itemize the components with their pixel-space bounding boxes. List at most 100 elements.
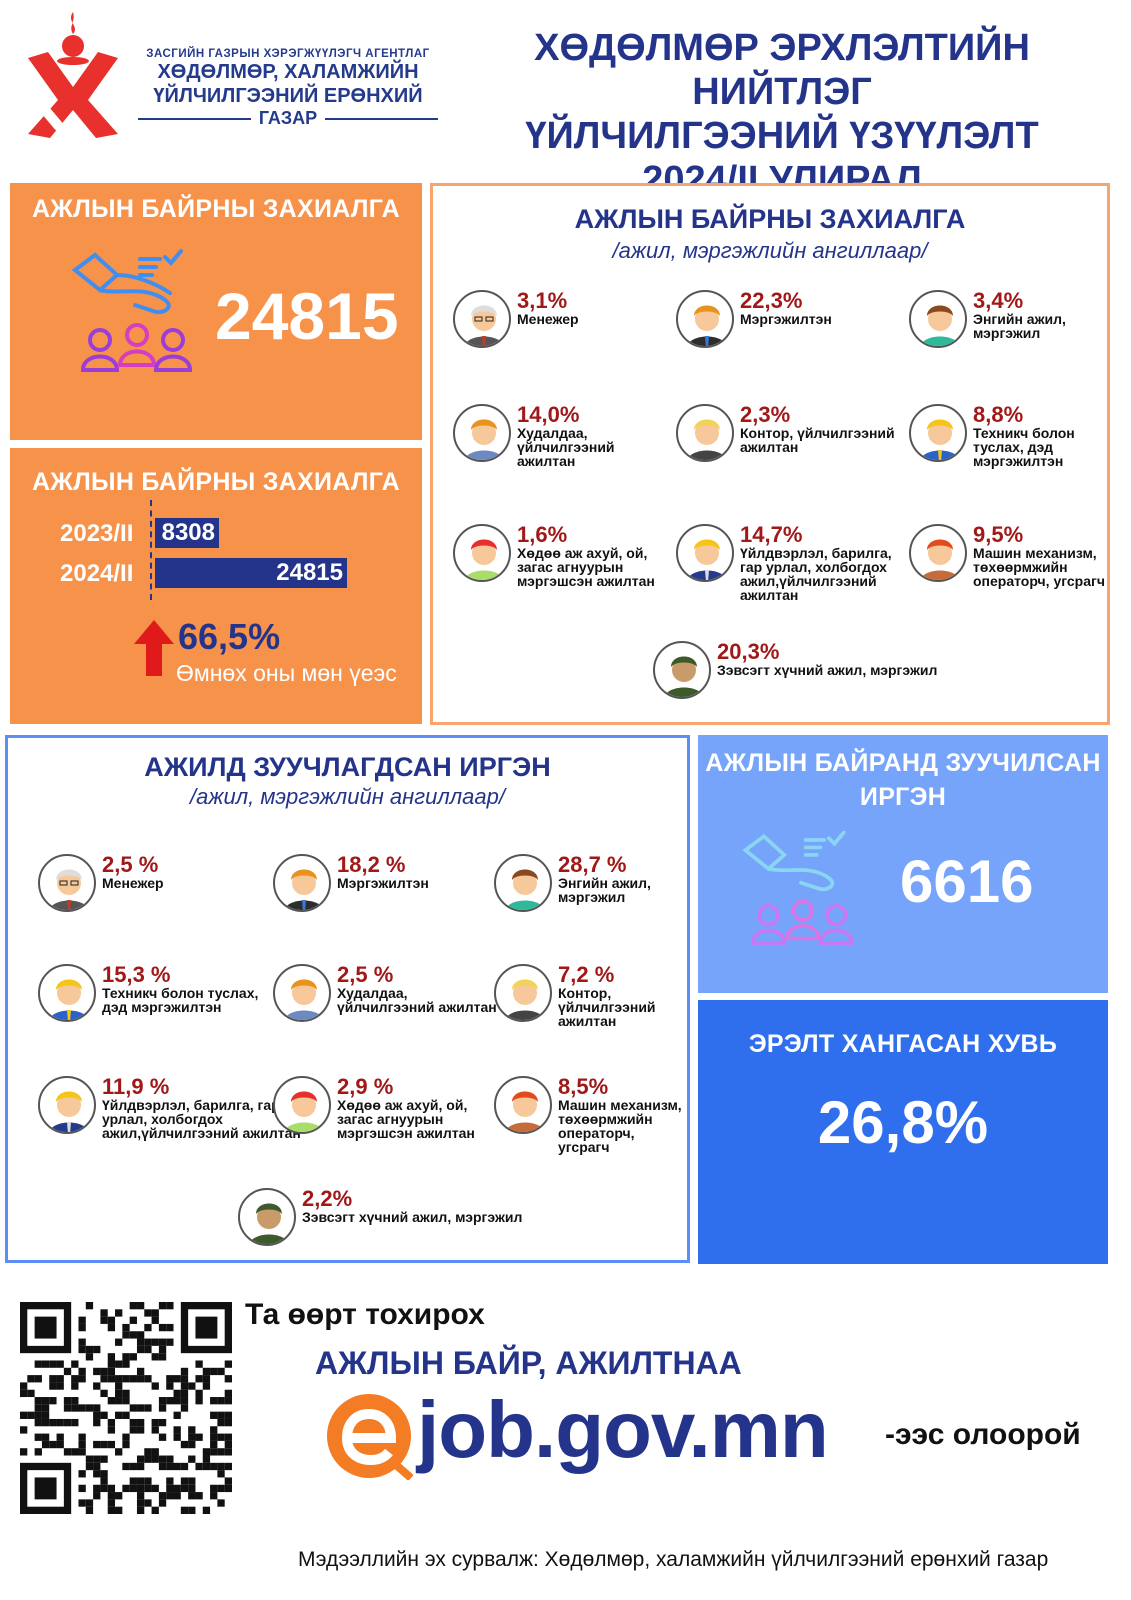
placed-occupation-item: 7,2 % Контор, үйлчилгээний ажилтан [494,962,684,1054]
order-occupation-label: Худалдаа, үйлчилгээний ажилтан [517,425,615,469]
demand-met-rate-value: 26,8% [817,1089,989,1156]
order-occupation-item: 14,7% Үйлдвэрлэл, барилга, гар урлал, хол… [676,522,906,614]
data-source: Мэдээллийн эх сурвалж: Хөдөлмөр, халамжи… [298,1548,1049,1571]
orders-occupation-subtitle: /ажил, мэргэжлийн ангиллаар/ [612,238,928,263]
bar-value-2023: 8308 [161,519,215,546]
technician-icon [38,964,96,1022]
soldier-icon [238,1188,296,1246]
machine-operator-icon [494,1076,552,1134]
placed-occupation-item: 18,2 % Мэргэжилтэн [273,852,493,944]
order-occupation-item: 1,6% Хөдөө аж ахуй, ой, загас агнуурын мэ… [453,522,673,614]
construction-worker-icon [38,1076,96,1134]
job-orders-value: 24815 [215,279,399,353]
job-orders-title: АЖЛЫН БАЙРНЫ ЗАХИАЛГА [31,195,401,223]
manager-icon [38,854,96,912]
placed-occupation-percent: 8,5% [558,1074,609,1099]
page-title: ХӨДӨЛМӨР ЭРХЛЭЛТИЙН НИЙТЛЭГ ҮЙЛЧИЛГЭЭНИЙ… [452,26,1112,202]
placed-citizens-value: 6616 [900,848,1034,915]
professional-icon [676,290,734,348]
change-percent: 66,5% [178,616,281,657]
comparison-title: АЖЛЫН БАЙРНЫ ЗАХИАЛГА [31,468,401,496]
bar-value-2024: 24815 [276,559,343,586]
logo-name-line3: ГАЗАР [138,108,438,129]
bar-2024: 24815 [155,558,347,588]
order-occupation-label: Контор, үйлчилгээний ажилтан [740,425,895,455]
clerk-icon [494,964,552,1022]
manager-icon [453,290,511,348]
bar-year-2023: 2023/II [60,520,134,547]
placed-occupation-label: Энгийн ажил, мэргэжил [558,875,651,905]
demand-met-rate-panel: ЭРЭЛТ ХАНГАСАН ХУВЬ 26,8% [698,1000,1108,1264]
placed-occupation-subtitle: /ажил, мэргэжлийн ангиллаар/ [190,784,505,809]
demand-met-rate-title: ЭРЭЛТ ХАНГАСАН ХУВЬ [748,1030,1058,1058]
order-occupation-item: 3,1% Менежер [453,288,673,380]
increase-arrow-icon [134,620,174,676]
job-orders-panel: АЖЛЫН БАЙРНЫ ЗАХИАЛГА 24815 [10,183,422,440]
placed-citizens-title-line1: АЖЛЫН БАЙРАНД ЗУУЧИЛСАН [705,749,1101,777]
placed-by-occupation-panel: АЖИЛД ЗУУЧЛАГДСАН ИРГЭН /ажил, мэргэжлий… [5,735,690,1263]
placed-occupation-item: 28,7 % Энгийн ажил, мэргэжил [494,852,684,944]
order-occupation-percent: 3,1% [517,288,568,313]
placed-occupation-item: 2,5 % Менежер [38,852,268,944]
placed-occupation-percent: 28,7 % [558,852,627,877]
order-occupation-item: 8,8% Техникч болон туслах, дэд мэргэжилтэ… [909,402,1109,494]
placed-occupation-label: Менежер [102,875,164,891]
page-title-line1: ХӨДӨЛМӨР ЭРХЛЭЛТИЙН НИЙТЛЭГ [534,27,1030,113]
logo-name-line2: ҮЙЛЧИЛГЭЭНИЙ ЕРӨНХИЙ [153,85,423,107]
order-occupation-item: 9,5% Машин механизм, төхөөрмжийн оператор… [909,522,1109,614]
logo-name-line1: ХӨДӨЛМӨР, ХАЛАМЖИЙН [157,61,419,83]
bar-2023: 8308 [155,518,219,548]
placed-occupation-item: 2,2% Зэвсэгт хүчний ажил, мэргэжил [238,1186,558,1278]
agency-emblem-icon [28,12,118,138]
site-link[interactable]: job.gov.mn [325,1385,885,1488]
placed-occupation-label: Мэргэжилтэн [337,875,429,891]
construction-worker-icon [676,524,734,582]
order-occupation-item: 3,4% Энгийн ажил, мэргэжил [909,288,1109,380]
machine-operator-icon [909,524,967,582]
placed-occupation-label: Худалдаа, үйлчилгээний ажилтан [337,985,497,1015]
order-occupation-percent: 14,0% [517,402,580,427]
placed-occupation-label: Техникч болон туслах, дэд мэргэжилтэн [102,985,259,1015]
site-url: job.gov.mn [417,1385,829,1474]
professional-icon [273,854,331,912]
order-occupation-item: 2,3% Контор, үйлчилгээний ажилтан [676,402,896,494]
orders-by-occupation-panel: АЖЛЫН БАЙРНЫ ЗАХИАЛГА /ажил, мэргэжлийн … [430,183,1110,725]
footer-tagline1: Та өөрт тохирох [245,1298,485,1331]
order-occupation-label: Хөдөө аж ахуй, ой, загас агнуурын мэргэш… [517,545,655,589]
hiring-hand-icon [742,830,854,945]
order-occupation-label: Үйлдвэрлэл, барилга, гар урлал, холбогдо… [740,545,892,603]
placed-citizens-panel: АЖЛЫН БАЙРАНД ЗУУЧИЛСАН ИРГЭН 6616 [698,735,1108,993]
order-occupation-item: 14,0% Худалдаа, үйлчилгээний ажилтан [453,402,673,494]
placed-occupation-label: Зэвсэгт хүчний ажил, мэргэжил [302,1209,523,1225]
farmer-icon [453,524,511,582]
placed-occupation-item: 2,9 % Хөдөө аж ахуй, ой, загас агнуурын м… [273,1074,493,1166]
qr-code-icon [20,1302,232,1514]
placed-occupation-percent: 11,9 % [102,1074,170,1099]
order-occupation-percent: 8,8% [973,402,1024,427]
bar-axis-line [150,500,152,600]
placed-occupation-percent: 18,2 % [337,852,406,877]
placed-occupation-label: Үйлдвэрлэл, барилга, гар урлал, холбогдо… [102,1097,301,1141]
technician-icon [909,404,967,462]
logo-name-line3-text: ГАЗАР [258,108,318,128]
hiring-hand-icon [71,249,193,372]
sales-worker-icon [453,404,511,462]
sales-worker-icon [273,964,331,1022]
placed-occupation-percent: 15,3 % [102,962,171,987]
order-occupation-item: 20,3% Зэвсэгт хүчний ажил, мэргэжил [653,639,953,731]
order-occupation-item: 22,3% Мэргэжилтэн [676,288,896,380]
agency-logo: ЗАСГИЙН ГАЗРЫН ХЭРЭГЖҮҮЛЭГЧ АГЕНТЛАГ ХӨД… [18,12,429,142]
logo-agency-text: ЗАСГИЙН ГАЗРЫН ХЭРЭГЖҮҮЛЭГЧ АГЕНТЛАГ [146,48,430,60]
change-note: Өмнөх оны мөн үеэс [176,660,397,686]
placed-occupation-percent: 7,2 % [558,962,615,987]
order-occupation-label: Менежер [517,311,579,327]
placed-occupation-percent: 2,9 % [337,1074,394,1099]
placed-occupation-title: АЖИЛД ЗУУЧЛАГДСАН ИРГЭН [144,752,551,782]
placed-citizens-title-line2: ИРГЭН [859,783,947,811]
order-occupation-percent: 1,6% [517,522,568,547]
bar-year-2024: 2024/II [60,560,134,587]
placed-occupation-percent: 2,5 % [337,962,394,987]
order-occupation-label: Зэвсэгт хүчний ажил, мэргэжил [717,662,938,678]
e-logo-icon [327,1394,413,1480]
soldier-icon [653,641,711,699]
